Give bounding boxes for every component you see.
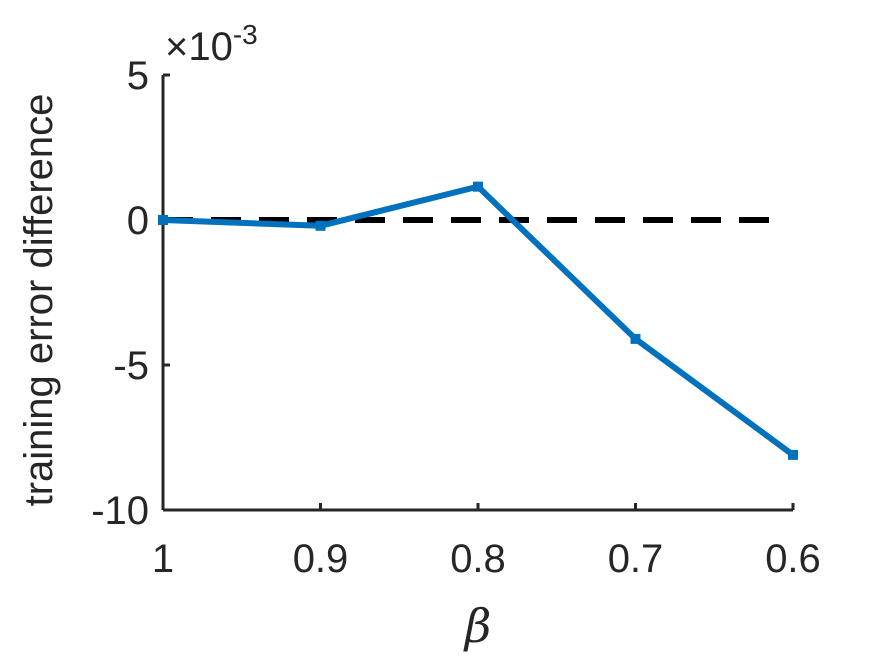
- x-tick-label: 0.7: [608, 537, 664, 581]
- y-multiplier: ×10-3: [165, 19, 258, 69]
- y-axis-label: training error difference: [17, 94, 61, 507]
- y-tick-label: 0: [127, 199, 149, 243]
- multiplier-base: ×10: [165, 25, 233, 69]
- data-line: [162, 183, 795, 458]
- x-tick-label: 0.8: [450, 537, 506, 581]
- data-point: [158, 215, 168, 225]
- data-point: [630, 333, 641, 344]
- x-axis-label: β: [463, 599, 492, 653]
- data-point: [315, 220, 326, 231]
- multiplier-exponent: -3: [233, 19, 258, 50]
- y-tick-label: -10: [91, 489, 149, 533]
- x-tick-label: 1: [152, 537, 174, 581]
- x-tick-label: 0.9: [293, 537, 349, 581]
- data-point: [473, 181, 483, 192]
- y-tick-label: -5: [113, 344, 149, 388]
- y-tick-label: 5: [127, 54, 149, 98]
- data-point: [788, 449, 798, 460]
- x-tick-label: 0.6: [765, 537, 821, 581]
